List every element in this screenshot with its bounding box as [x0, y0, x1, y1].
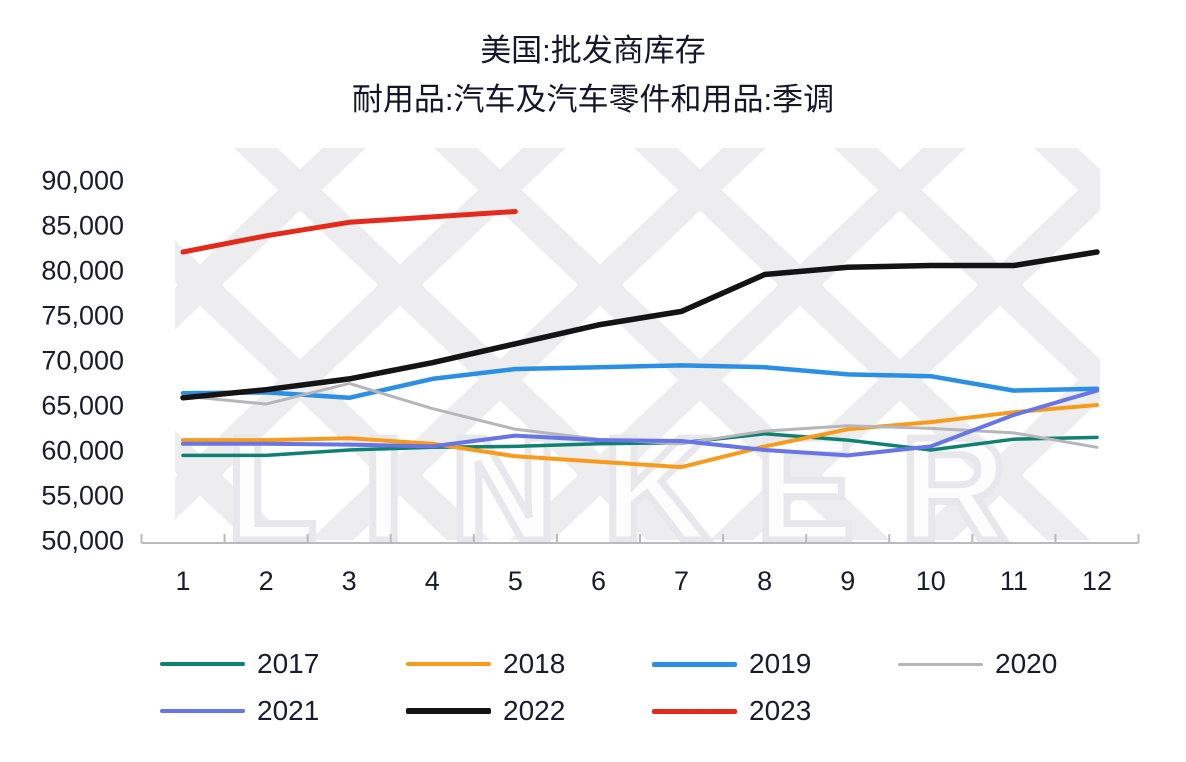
y-tick-label: 55,000	[41, 481, 124, 511]
x-axis-labels: 1 2 3 4 5 6 7 8 9 10 11 12	[175, 566, 1112, 596]
legend-label-2019: 2019	[749, 648, 812, 679]
series-line-2022	[180, 249, 1100, 401]
series-line-2023	[180, 209, 518, 255]
series-line-2017	[181, 432, 1099, 458]
x-tick-label: 7	[674, 566, 689, 596]
x-tick-label: 3	[342, 566, 357, 596]
chart-title-line-2: 耐用品:汽车及汽车零件和用品:季调	[351, 82, 835, 117]
legend-swatch-2019	[652, 661, 737, 667]
series-line-2019	[180, 363, 1100, 401]
legend-swatch-2017	[160, 662, 245, 666]
chart-lines	[180, 209, 1100, 470]
y-tick-label: 85,000	[41, 211, 124, 241]
x-tick-label: 5	[508, 566, 523, 596]
y-tick-label: 60,000	[41, 436, 124, 466]
y-tick-label: 90,000	[41, 166, 124, 196]
x-tick-label: 6	[591, 566, 606, 596]
x-tick-label: 4	[425, 566, 440, 596]
chart-legend: 2017 2018 2019 2020 2021 2022 2023	[160, 646, 1144, 729]
x-tick-label: 11	[1000, 566, 1028, 596]
x-tick-label: 12	[1082, 566, 1112, 596]
legend-label-2017: 2017	[257, 648, 320, 679]
legend-item-2022: 2022	[406, 693, 652, 729]
legend-item-2023: 2023	[652, 693, 898, 729]
chart-title-line-1: 美国:批发商库存	[480, 33, 706, 68]
x-tick-label: 2	[259, 566, 274, 596]
linker-watermark-logo: LINKER	[175, 148, 1100, 576]
legend-swatch-2021	[160, 709, 245, 713]
legend-label-2018: 2018	[503, 648, 566, 679]
legend-label-2020: 2020	[995, 648, 1058, 679]
legend-label-2023: 2023	[749, 695, 812, 726]
legend-item-2017: 2017	[160, 646, 406, 682]
y-tick-label: 80,000	[41, 256, 124, 286]
x-tick-label: 8	[757, 566, 772, 596]
x-tick-label: 10	[916, 566, 946, 596]
y-tick-label: 50,000	[41, 526, 124, 556]
y-axis-labels: 90,000 85,000 80,000 75,000 70,000 65,000 60,0…	[41, 166, 124, 556]
legend-label-2021: 2021	[257, 695, 320, 726]
series-line-2021	[181, 388, 1099, 458]
y-tick-label: 65,000	[41, 391, 124, 421]
y-tick-label: 70,000	[41, 346, 124, 376]
y-tick-label: 75,000	[41, 301, 124, 331]
legend-item-2018: 2018	[406, 646, 652, 682]
legend-swatch-2022	[406, 708, 491, 714]
x-tick-label: 9	[840, 566, 855, 596]
legend-item-2020: 2020	[898, 646, 1144, 682]
x-axis	[140, 534, 1140, 544]
chart-title: 美国:批发商库存 耐用品:汽车及汽车零件和用品:季调	[0, 26, 1186, 124]
legend-swatch-2018	[406, 662, 491, 666]
x-tick-label: 1	[175, 566, 190, 596]
linker-watermark-text: LINKER	[227, 407, 1054, 572]
series-line-2018	[181, 403, 1099, 470]
legend-label-2022: 2022	[503, 695, 566, 726]
legend-swatch-2020	[898, 662, 983, 666]
legend-item-2019: 2019	[652, 646, 898, 682]
legend-swatch-2023	[652, 708, 737, 714]
legend-item-2021: 2021	[160, 693, 406, 729]
